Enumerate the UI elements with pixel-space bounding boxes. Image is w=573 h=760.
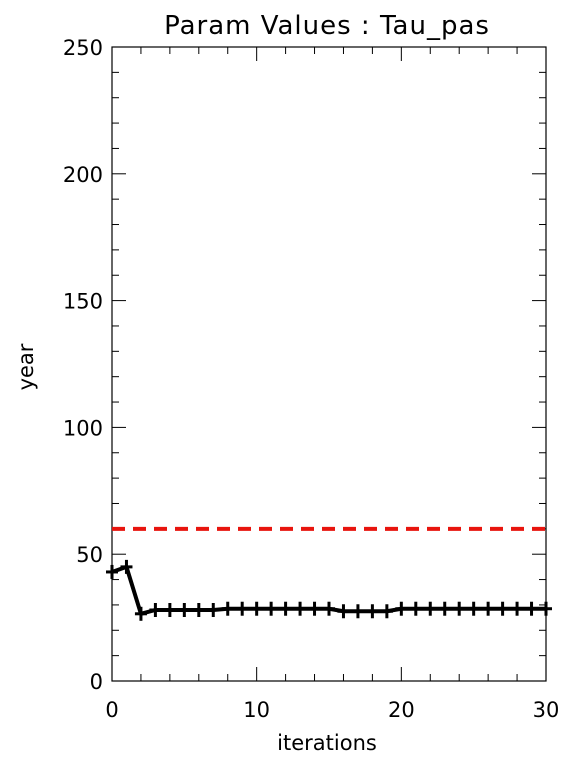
- data-point: [351, 604, 364, 619]
- chart-title: Param Values : Tau_pas: [164, 11, 490, 41]
- data-point: [236, 601, 249, 616]
- y-tick-labels: 0 50 100 150 200 250: [63, 36, 103, 694]
- data-point: [395, 601, 408, 616]
- data-point: [106, 564, 118, 579]
- data-point: [178, 602, 191, 617]
- data-point: [250, 601, 263, 616]
- data-point: [192, 602, 205, 617]
- data-point: [409, 601, 422, 616]
- series-layer: [106, 526, 552, 621]
- y-tick-label: 100: [63, 416, 103, 440]
- data-point: [207, 602, 220, 617]
- data-point: [540, 601, 552, 616]
- x-tick-label: 30: [533, 698, 560, 722]
- data-point: [380, 604, 393, 619]
- data-point: [366, 604, 379, 619]
- y-tick-label: 0: [90, 670, 103, 694]
- axis-ticks: [111, 46, 547, 682]
- data-point: [496, 601, 509, 616]
- x-tick-label: 0: [105, 698, 118, 722]
- data-point: [279, 601, 292, 616]
- data-point: [424, 601, 437, 616]
- y-tick-label: 200: [63, 163, 103, 187]
- data-point: [337, 604, 350, 619]
- y-tick-label: 50: [76, 543, 103, 567]
- data-point: [134, 606, 147, 621]
- y-tick-label: 250: [63, 36, 103, 60]
- y-tick-label: 150: [63, 290, 103, 314]
- data-point: [525, 601, 538, 616]
- data-point: [265, 601, 278, 616]
- data-point: [163, 602, 176, 617]
- data-point: [221, 601, 234, 616]
- data-point: [308, 601, 321, 616]
- data-point: [323, 601, 335, 616]
- x-tick-label: 10: [243, 698, 270, 722]
- data-point: [149, 602, 162, 617]
- x-tick-label: 20: [388, 698, 415, 722]
- x-tick-labels: 0 10 20 30: [105, 698, 559, 722]
- data-point: [482, 601, 495, 616]
- x-axis-label: iterations: [277, 731, 377, 755]
- data-point: [467, 601, 480, 616]
- data-point: [294, 601, 307, 616]
- plot-frame: [111, 46, 547, 682]
- data-point: [453, 601, 466, 616]
- data-point: [120, 559, 133, 574]
- data-point: [511, 601, 524, 616]
- y-axis-label: year: [14, 343, 38, 390]
- data-point: [438, 601, 451, 616]
